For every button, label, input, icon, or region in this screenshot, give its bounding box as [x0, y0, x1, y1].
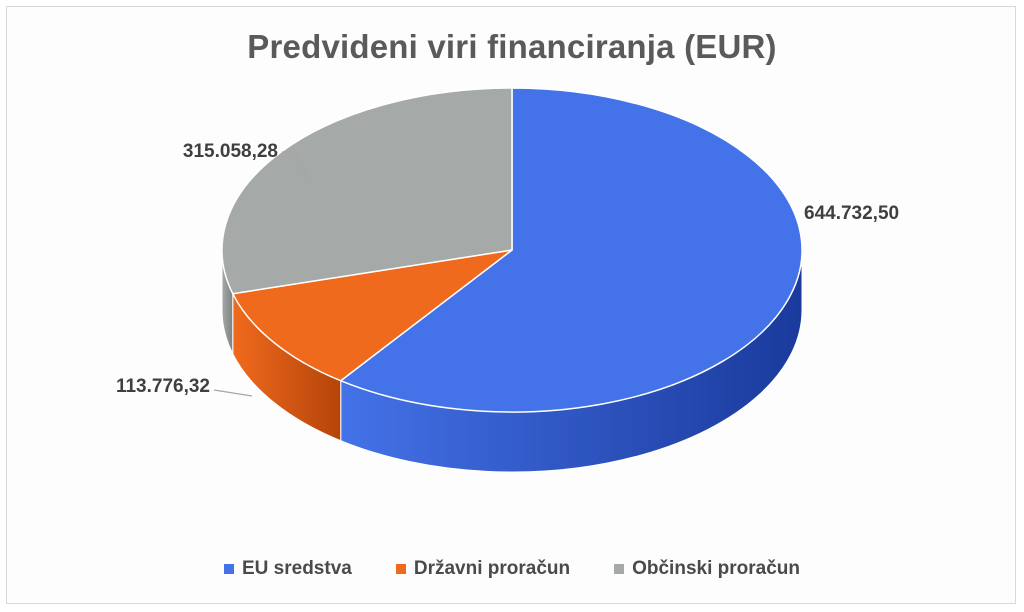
- pie-slice-drzavni-proracun: [231, 249, 513, 382]
- leader-line-drzavni-proracun: [213, 389, 253, 397]
- legend-swatch-obcinski-proracun: [614, 564, 625, 574]
- pie-slice-eu-sredstva: [339, 87, 803, 413]
- legend-label-obcinski-proracun: Občinski proračun: [632, 558, 800, 579]
- data-label-eu-sredstva: 644.732,50: [804, 203, 899, 224]
- data-label-drzavni-proracun: 113.776,32: [116, 376, 210, 397]
- chart-title: Predvideni viri financiranja (EUR): [247, 28, 777, 65]
- legend-swatch-eu-sredstva: [224, 564, 234, 574]
- pie-slice-obcinski-proracun: [221, 87, 513, 295]
- legend-swatch-drzavni-proracun: [395, 564, 406, 574]
- leader-line-obcinski-proracun: [282, 151, 308, 179]
- legend-item-obcinski-proracun: Občinski proračun: [614, 558, 800, 580]
- legend-item-eu-sredstva: EU sredstva: [224, 558, 352, 580]
- chart-legend: EU sredstva Državni proračun Občinski pr…: [0, 558, 1024, 580]
- legend-label-eu-sredstva: EU sredstva: [242, 558, 352, 579]
- data-label-obcinski-proracun: 315.058,28: [183, 141, 278, 162]
- legend-label-drzavni-proracun: Državni proračun: [413, 558, 571, 579]
- legend-item-drzavni-proracun: Državni proračun: [395, 558, 571, 580]
